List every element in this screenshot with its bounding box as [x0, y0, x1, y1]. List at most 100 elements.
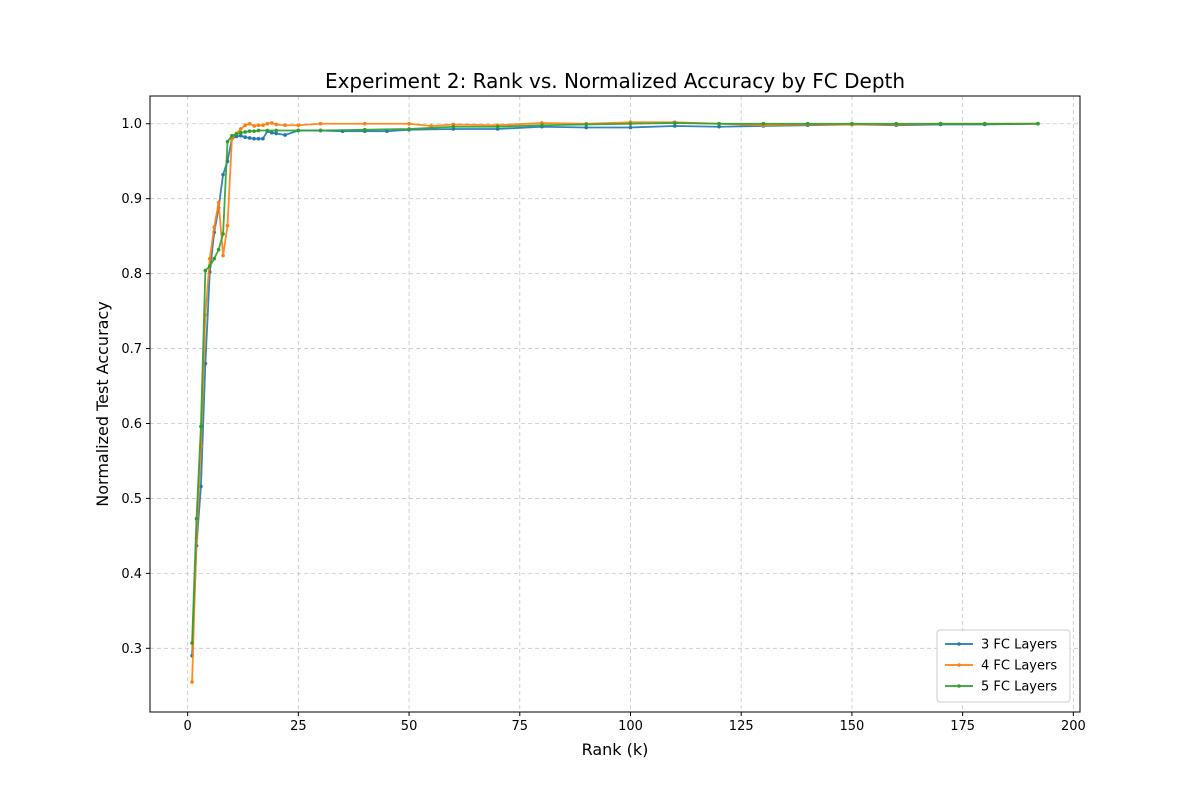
data-point [269, 121, 274, 125]
y-tick-label: 0.3 [121, 642, 142, 657]
x-axis-label: Rank (k) [582, 740, 649, 759]
data-point [265, 128, 270, 133]
legend-label: 4 FC Layers [981, 659, 1057, 674]
x-tick-label: 0 [184, 719, 192, 734]
data-point [672, 124, 677, 128]
data-point [274, 122, 279, 127]
x-axis-ticks: 0 25 50 75 100 125 150 175 200 [184, 712, 1086, 734]
y-tick-label: 0.8 [121, 267, 142, 282]
data-point [274, 128, 279, 133]
data-point [238, 133, 243, 138]
legend-item: 4 FC Layers [945, 659, 1057, 674]
data-point [207, 256, 212, 261]
data-point [203, 268, 208, 273]
y-tick-label: 0.9 [121, 192, 142, 207]
data-point [274, 131, 279, 136]
data-point [451, 124, 456, 129]
data-point [221, 253, 225, 258]
legend-marker [957, 663, 961, 667]
data-point [429, 124, 434, 128]
data-point [296, 128, 301, 133]
data-point [238, 127, 243, 131]
data-point [190, 641, 194, 645]
data-point [584, 125, 589, 130]
series-3 [190, 121, 1040, 645]
grid [150, 96, 1080, 712]
legend-marker [957, 642, 961, 646]
x-tick-label: 200 [1061, 719, 1086, 734]
data-point [243, 135, 248, 140]
data-point [225, 139, 230, 144]
y-tick-label: 0.5 [121, 492, 142, 507]
data-point [283, 133, 287, 137]
data-point [283, 123, 287, 128]
y-axis-ticks: 0.3 0.4 0.5 0.6 0.7 0.8 0.9 1.0 [121, 117, 150, 657]
data-point [247, 129, 252, 134]
data-point [212, 225, 217, 229]
data-point [212, 256, 217, 261]
data-point [252, 136, 256, 141]
series-lines [190, 120, 1040, 684]
x-tick-label: 25 [290, 719, 307, 734]
data-point [256, 123, 261, 128]
data-point [199, 484, 203, 489]
plot-frame [149, 95, 1081, 713]
x-tick-label: 100 [618, 719, 643, 734]
data-point [938, 121, 943, 126]
data-point [717, 124, 721, 129]
data-point [261, 123, 265, 128]
data-point [1036, 121, 1040, 126]
x-tick-label: 175 [950, 719, 975, 734]
data-point [243, 130, 248, 134]
data-point [982, 121, 987, 126]
data-point [221, 232, 225, 236]
data-point [407, 121, 411, 126]
data-point [234, 132, 239, 137]
data-point [216, 247, 221, 252]
data-point [247, 121, 252, 126]
data-point [247, 136, 252, 140]
data-point [495, 124, 500, 129]
y-tick-label: 1.0 [121, 117, 142, 132]
data-point [225, 223, 230, 228]
y-tick-label: 0.6 [121, 417, 142, 432]
legend-label: 5 FC Layers [981, 680, 1057, 695]
y-tick-label: 0.7 [121, 342, 142, 357]
data-point [296, 123, 301, 128]
y-tick-label: 0.4 [121, 567, 142, 582]
data-point [318, 128, 323, 133]
data-point [199, 424, 203, 429]
data-point [207, 264, 212, 268]
data-point [190, 680, 194, 684]
data-point [385, 129, 389, 134]
data-point [628, 125, 633, 130]
data-point [318, 121, 323, 126]
data-point [221, 172, 225, 177]
data-point [540, 123, 544, 128]
data-point [894, 121, 899, 126]
data-point [216, 200, 221, 205]
legend-marker [957, 684, 961, 688]
data-point [265, 121, 270, 126]
data-point [269, 130, 274, 135]
data-point [850, 121, 854, 126]
legend-item: 3 FC Layers [945, 638, 1057, 653]
data-point [230, 133, 234, 138]
x-tick-label: 150 [840, 719, 865, 734]
data-point [805, 121, 810, 126]
legend-box [936, 629, 1071, 703]
data-point [256, 136, 261, 141]
data-point [584, 122, 589, 127]
x-tick-label: 75 [512, 719, 529, 734]
data-point [628, 121, 633, 126]
data-point [407, 127, 411, 131]
y-axis-label: Normalized Test Accuracy [93, 301, 112, 506]
data-point [256, 128, 261, 133]
legend-label: 3 FC Layers [981, 638, 1057, 653]
data-point [243, 123, 248, 128]
data-point [761, 121, 766, 126]
data-point [717, 121, 721, 126]
data-point [194, 516, 199, 521]
chart-title: Experiment 2: Rank vs. Normalized Accura… [325, 69, 905, 93]
